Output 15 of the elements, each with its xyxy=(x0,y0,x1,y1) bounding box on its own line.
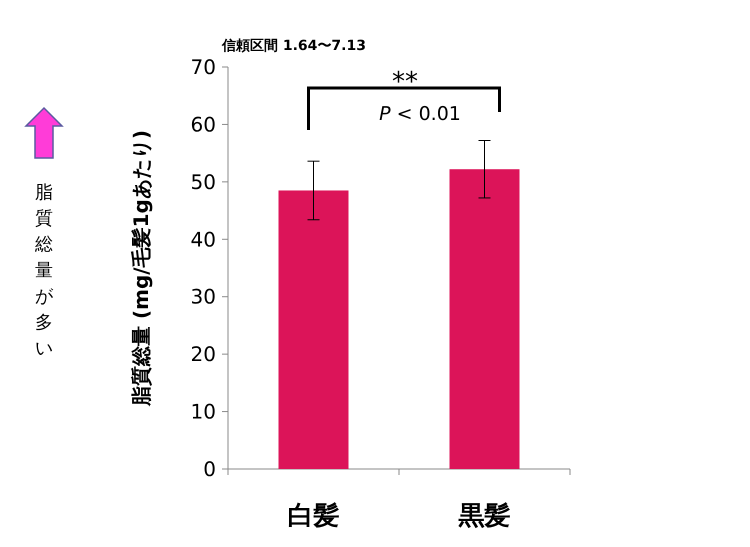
y-tick-label: 0 xyxy=(203,457,216,481)
y-axis-title: 脂質総量 (mg/毛髪1gあたり) xyxy=(129,130,153,407)
y-tick-label: 10 xyxy=(190,400,216,424)
text: 脂質総量が多い xyxy=(34,182,54,359)
y-tick-label: 50 xyxy=(190,170,216,194)
annotation: P < 0.01 xyxy=(379,103,461,125)
x-tick-label: 黒髪 xyxy=(458,501,510,531)
x-tick-label: 白髪 xyxy=(288,501,340,531)
y-tick-label: 70 xyxy=(190,55,216,79)
y-tick-label: 40 xyxy=(190,227,216,252)
y-tick-label: 60 xyxy=(190,112,216,136)
chart-title: 信頼区間 1.64〜7.13 xyxy=(221,38,366,54)
annotation: ** xyxy=(392,67,418,97)
y-tick-label: 30 xyxy=(190,284,216,309)
y-tick-label: 20 xyxy=(190,342,216,366)
